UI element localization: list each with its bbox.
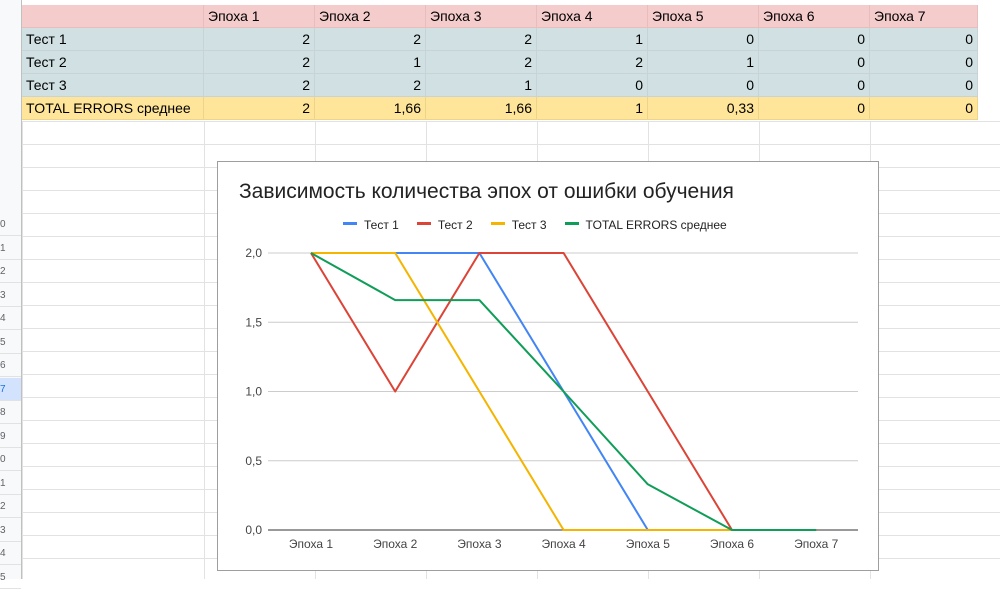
row-number[interactable]: 7 xyxy=(0,377,21,401)
row-number[interactable]: 4 xyxy=(0,542,21,565)
header-cell[interactable]: Эпоха 5 xyxy=(648,5,759,28)
header-cell[interactable]: Эпоха 3 xyxy=(426,5,537,28)
row-label-cell[interactable]: Тест 1 xyxy=(22,28,204,51)
value-cell[interactable]: 2 xyxy=(204,74,315,97)
row-label-cell[interactable]: TOTAL ERRORS среднее xyxy=(22,97,204,120)
value-cell[interactable]: 0 xyxy=(759,74,870,97)
legend-label: Тест 3 xyxy=(511,217,547,232)
x-tick-label: Эпоха 1 xyxy=(289,537,334,551)
y-tick-label: 0,0 xyxy=(245,523,262,537)
value-cell[interactable]: 1 xyxy=(537,28,648,51)
row-number[interactable]: 1 xyxy=(0,237,21,260)
x-tick-label: Эпоха 2 xyxy=(373,537,418,551)
row-number[interactable]: 5 xyxy=(0,331,21,354)
value-cell[interactable]: 1,66 xyxy=(426,97,537,120)
row-number[interactable]: 2 xyxy=(0,495,21,518)
value-cell[interactable]: 0 xyxy=(648,74,759,97)
value-cell[interactable]: 0 xyxy=(759,97,870,120)
row-number[interactable]: 0 xyxy=(0,448,21,471)
chart-title: Зависимость количества эпох от ошибки об… xyxy=(239,180,734,203)
total-row: TOTAL ERRORS среднее 2 1,66 1,66 1 0,33 0 0 xyxy=(22,97,978,120)
y-tick-label: 1,5 xyxy=(245,315,262,329)
row-number[interactable]: 3 xyxy=(0,284,21,307)
y-tick-label: 1,0 xyxy=(245,385,262,399)
value-cell[interactable]: 0 xyxy=(537,74,648,97)
legend-swatch xyxy=(343,222,357,226)
x-tick-label: Эпоха 5 xyxy=(626,537,671,551)
header-cell[interactable]: Эпоха 6 xyxy=(759,5,870,28)
value-cell[interactable]: 2 xyxy=(204,97,315,120)
row-number[interactable]: 3 xyxy=(0,519,21,542)
value-cell[interactable]: 1,66 xyxy=(315,97,426,120)
value-cell[interactable]: 0 xyxy=(648,28,759,51)
value-cell[interactable]: 0 xyxy=(759,51,870,74)
x-tick-label: Эпоха 4 xyxy=(541,537,586,551)
x-tick-label: Эпоха 3 xyxy=(457,537,502,551)
legend-label: TOTAL ERRORS среднее xyxy=(585,217,727,232)
value-cell[interactable]: 0 xyxy=(870,74,978,97)
row-number[interactable]: 4 xyxy=(0,307,21,330)
row-number[interactable]: 5 xyxy=(0,566,21,589)
legend-entry[interactable]: Тест 1 xyxy=(343,217,399,232)
row-number[interactable]: 2 xyxy=(0,260,21,283)
y-tick-label: 0,5 xyxy=(245,454,262,468)
value-cell[interactable]: 0 xyxy=(870,51,978,74)
value-cell[interactable]: 0 xyxy=(870,97,978,120)
grid-column-line xyxy=(204,121,205,579)
line-chart[interactable]: 0,0 0,5 1,0 1,5 2,0 Эпоха 1 Эпоха 2 Эпоха 3 Эпох… xyxy=(217,161,879,571)
header-row: Эпоха 1 Эпоха 2 Эпоха 3 Эпоха 4 Эпоха 5 Эпоха… xyxy=(22,5,978,28)
value-cell[interactable]: 2 xyxy=(204,51,315,74)
value-cell[interactable]: 2 xyxy=(426,28,537,51)
row-number[interactable]: 8 xyxy=(0,401,21,424)
value-cell[interactable]: 1 xyxy=(537,97,648,120)
legend-entry[interactable]: TOTAL ERRORS среднее xyxy=(564,217,727,232)
legend-swatch xyxy=(416,222,431,226)
row-number[interactable]: 0 xyxy=(0,213,21,236)
value-cell[interactable]: 2 xyxy=(315,74,426,97)
x-tick-label: Эпоха 7 xyxy=(794,537,839,551)
value-cell[interactable]: 1 xyxy=(648,51,759,74)
row-label-cell[interactable]: Тест 3 xyxy=(22,74,204,97)
row-number[interactable]: 1 xyxy=(0,472,21,495)
row-number[interactable]: 6 xyxy=(0,354,21,377)
legend-swatch xyxy=(490,222,505,226)
row-label-cell[interactable]: Тест 2 xyxy=(22,51,204,74)
value-cell[interactable]: 1 xyxy=(315,51,426,74)
y-tick-label: 2,0 xyxy=(245,246,262,260)
legend-entry[interactable]: Тест 2 xyxy=(416,217,473,232)
row-number[interactable]: 9 xyxy=(0,425,21,448)
legend-label: Тест 2 xyxy=(437,217,473,232)
header-cell[interactable]: Эпоха 2 xyxy=(315,5,426,28)
series-line-4 xyxy=(310,252,817,531)
chart-plot: 0,0 0,5 1,0 1,5 2,0 Эпоха 1 Эпоха 2 Эпоха 3 Эпох… xyxy=(245,246,858,551)
x-tick-label: Эпоха 6 xyxy=(710,537,755,551)
value-cell[interactable]: 0,33 xyxy=(648,97,759,120)
header-cell[interactable] xyxy=(22,5,204,28)
header-cell[interactable]: Эпоха 4 xyxy=(537,5,648,28)
legend-label: Тест 1 xyxy=(364,217,399,232)
value-cell[interactable]: 2 xyxy=(537,51,648,74)
legend-swatch xyxy=(564,222,579,226)
value-cell[interactable]: 2 xyxy=(426,51,537,74)
value-cell[interactable]: 2 xyxy=(315,28,426,51)
chart-legend: Тест 1 Тест 2 Тест 3 TOTAL ERRORS среднее xyxy=(343,217,745,233)
value-cell[interactable]: 1 xyxy=(426,74,537,97)
header-cell[interactable]: Эпоха 7 xyxy=(870,5,978,28)
value-cell[interactable]: 2 xyxy=(204,28,315,51)
value-cell[interactable]: 0 xyxy=(870,28,978,51)
header-cell[interactable]: Эпоха 1 xyxy=(204,5,315,28)
value-cell[interactable]: 0 xyxy=(759,28,870,51)
legend-entry[interactable]: Тест 3 xyxy=(490,217,547,232)
